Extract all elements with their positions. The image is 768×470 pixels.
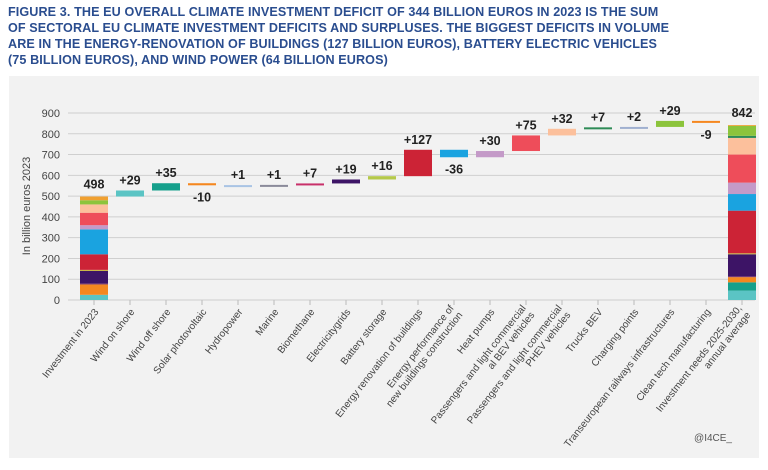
value-label: -10 bbox=[193, 190, 211, 204]
waterfall-bar bbox=[548, 128, 576, 136]
stack-segment bbox=[80, 204, 108, 213]
title-line: (75 BILLION EUROS), AND WIND POWER (64 B… bbox=[8, 53, 388, 67]
chart-panel bbox=[9, 76, 759, 458]
y-tick-label: 600 bbox=[42, 170, 60, 182]
stack-segment bbox=[728, 253, 756, 255]
value-label: +2 bbox=[627, 110, 641, 124]
y-tick-label: 900 bbox=[42, 108, 60, 120]
value-label: 498 bbox=[84, 178, 105, 192]
stack-segment bbox=[728, 125, 756, 136]
stack-segment bbox=[80, 196, 108, 201]
waterfall-bar bbox=[224, 185, 252, 188]
waterfall-bar bbox=[404, 149, 432, 177]
stack-segment bbox=[80, 294, 108, 300]
y-tick-label: 300 bbox=[42, 233, 60, 245]
stack-segment bbox=[728, 137, 756, 155]
waterfall-bar bbox=[332, 179, 360, 184]
stack-segment bbox=[728, 135, 756, 138]
credit: @I4CE_ bbox=[694, 433, 732, 444]
y-tick-label: 200 bbox=[42, 253, 60, 265]
value-label: +7 bbox=[303, 166, 317, 180]
y-tick-label: 700 bbox=[42, 150, 60, 162]
stack-segment bbox=[728, 210, 756, 254]
waterfall-bar bbox=[656, 120, 684, 127]
value-label: -36 bbox=[445, 162, 463, 176]
waterfall-bar bbox=[368, 176, 396, 180]
waterfall-bar bbox=[620, 126, 648, 129]
value-label: +32 bbox=[551, 112, 572, 126]
y-tick-label: 100 bbox=[42, 274, 60, 286]
waterfall-bar bbox=[512, 135, 540, 152]
y-tick-label: 400 bbox=[42, 212, 60, 224]
y-tick-label: 800 bbox=[42, 129, 60, 141]
waterfall-bar bbox=[116, 190, 144, 197]
waterfall-bar bbox=[440, 149, 468, 158]
value-label: +29 bbox=[659, 104, 680, 118]
stack-segment bbox=[728, 154, 756, 183]
waterfall-bar bbox=[152, 183, 180, 191]
value-label: +35 bbox=[155, 166, 176, 180]
waterfall-bar bbox=[296, 183, 324, 186]
value-label: -9 bbox=[700, 128, 711, 142]
waterfall-bar bbox=[692, 120, 720, 123]
title-line: OF SECTORAL EU CLIMATE INVESTMENT DEFICI… bbox=[8, 21, 670, 35]
value-label: +1 bbox=[231, 168, 245, 182]
stack-segment bbox=[728, 276, 756, 278]
stack-segment bbox=[728, 254, 756, 277]
value-label: +29 bbox=[119, 174, 140, 188]
title-line: ARE IN THE ENERGY-RENOVATION OF BUILDING… bbox=[8, 37, 658, 51]
y-tick-label: 0 bbox=[54, 295, 60, 307]
value-label: +16 bbox=[371, 159, 392, 173]
title-line: FIGURE 3. THE EU OVERALL CLIMATE INVESTM… bbox=[8, 5, 659, 19]
stack-segment bbox=[80, 200, 108, 205]
value-label: +127 bbox=[404, 133, 432, 147]
stack-segment bbox=[728, 194, 756, 211]
waterfall-bar bbox=[584, 127, 612, 130]
stack-segment bbox=[80, 270, 108, 284]
waterfall-bar bbox=[188, 183, 216, 186]
stack-segment bbox=[728, 182, 756, 195]
stack-segment bbox=[728, 125, 756, 126]
stack-segment bbox=[80, 269, 108, 271]
value-label: 842 bbox=[732, 106, 753, 120]
stack-segment bbox=[80, 283, 108, 285]
value-label: +30 bbox=[479, 134, 500, 148]
stack-segment bbox=[80, 284, 108, 295]
stack-segment bbox=[728, 277, 756, 283]
stack-segment bbox=[728, 282, 756, 291]
stack-segment bbox=[80, 229, 108, 255]
figure-title: FIGURE 3. THE EU OVERALL CLIMATE INVESTM… bbox=[8, 4, 758, 68]
y-axis-label: In billion euros 2023 bbox=[21, 157, 33, 255]
value-label: +19 bbox=[335, 162, 356, 176]
y-tick-label: 500 bbox=[42, 191, 60, 203]
stack-segment bbox=[80, 254, 108, 270]
value-label: +1 bbox=[267, 168, 281, 182]
waterfall-bar bbox=[476, 151, 504, 158]
stack-segment bbox=[728, 290, 756, 300]
stack-segment bbox=[80, 212, 108, 226]
value-label: +75 bbox=[515, 118, 536, 132]
stack-segment bbox=[80, 225, 108, 230]
waterfall-bar bbox=[260, 184, 288, 187]
value-label: +7 bbox=[591, 110, 605, 124]
